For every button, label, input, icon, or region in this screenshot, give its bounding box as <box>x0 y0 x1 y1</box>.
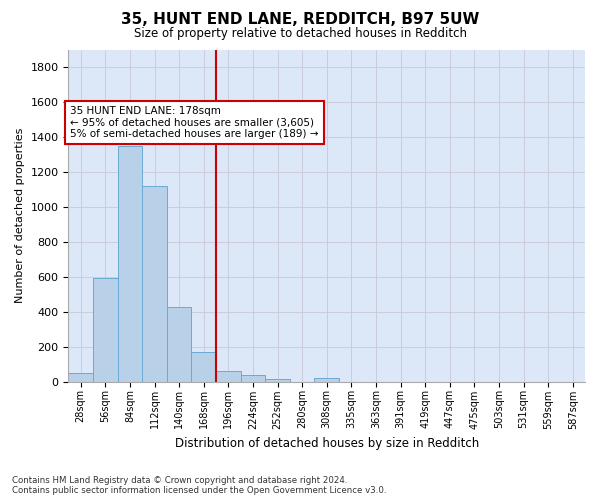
Bar <box>142 186 167 382</box>
Text: Size of property relative to detached houses in Redditch: Size of property relative to detached ho… <box>133 28 467 40</box>
Text: 35 HUNT END LANE: 178sqm
← 95% of detached houses are smaller (3,605)
5% of semi: 35 HUNT END LANE: 178sqm ← 95% of detach… <box>70 106 319 139</box>
Bar <box>314 378 339 382</box>
Bar <box>167 308 191 382</box>
Bar <box>93 278 118 382</box>
X-axis label: Distribution of detached houses by size in Redditch: Distribution of detached houses by size … <box>175 437 479 450</box>
Text: 35, HUNT END LANE, REDDITCH, B97 5UW: 35, HUNT END LANE, REDDITCH, B97 5UW <box>121 12 479 28</box>
Bar <box>118 146 142 382</box>
Text: Contains HM Land Registry data © Crown copyright and database right 2024.
Contai: Contains HM Land Registry data © Crown c… <box>12 476 386 495</box>
Bar <box>241 374 265 382</box>
Bar <box>265 379 290 382</box>
Bar <box>68 373 93 382</box>
Y-axis label: Number of detached properties: Number of detached properties <box>15 128 25 304</box>
Bar <box>216 371 241 382</box>
Bar <box>191 352 216 382</box>
